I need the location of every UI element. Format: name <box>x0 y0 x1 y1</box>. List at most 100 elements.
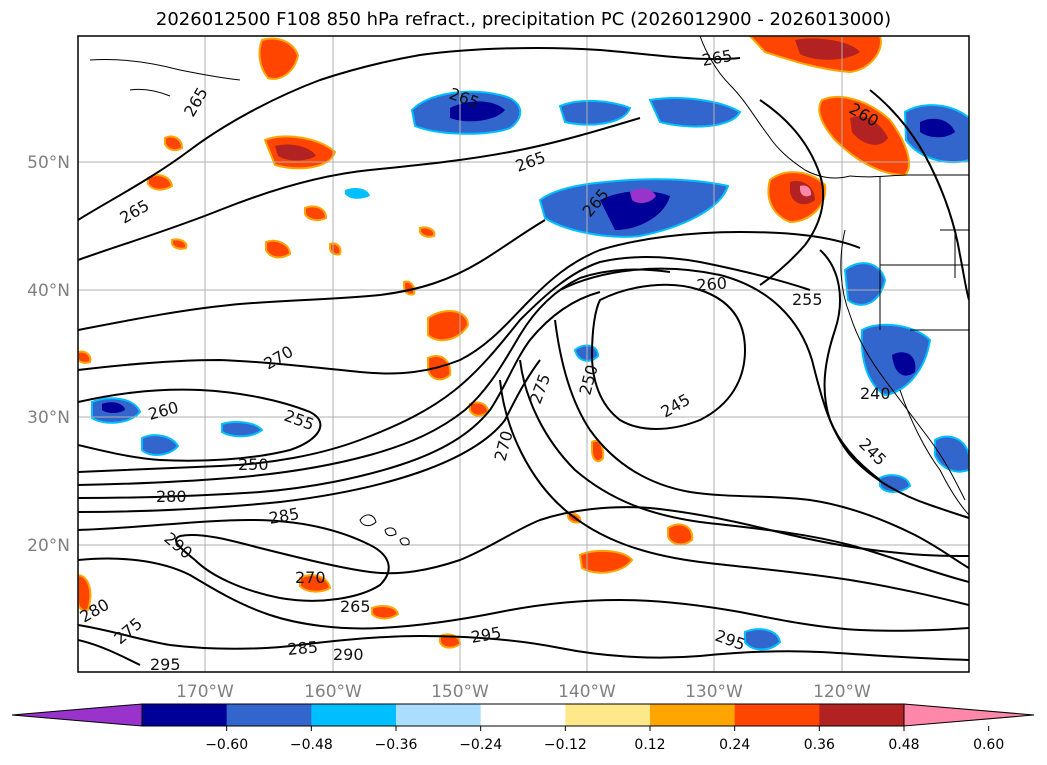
colorbar-tick-label: 0.60 <box>973 737 1004 753</box>
precip-blob <box>469 401 490 417</box>
precip-blob <box>800 185 812 197</box>
contour-line <box>590 283 747 430</box>
coastline-us-west <box>849 174 969 178</box>
contour-line <box>559 267 969 519</box>
colorbar-tick-label: 0.48 <box>888 737 919 753</box>
contour-line <box>175 506 969 575</box>
precip-blob <box>427 309 470 342</box>
lon-label-170w: 170°W <box>176 682 234 702</box>
contour-line <box>78 268 671 486</box>
hawaii-islands <box>359 514 410 546</box>
colorbar-segment <box>480 704 566 726</box>
colorbar-outline <box>141 703 905 727</box>
colorbar-extend-max <box>903 703 1035 727</box>
contour-label: 260 <box>696 273 728 295</box>
lon-label-150w: 150°W <box>431 682 489 702</box>
contour-line <box>78 557 969 632</box>
precip-blob <box>630 188 656 204</box>
colorbar-tick-label: −0.36 <box>375 737 418 753</box>
precip-blob <box>299 574 332 593</box>
precip-blob <box>258 37 300 80</box>
colorbar-tick-label: 0.12 <box>634 737 665 753</box>
coastlines <box>89 36 969 546</box>
contour-line <box>499 379 969 606</box>
precip-blob <box>102 402 125 413</box>
contour-label: 285 <box>287 637 319 659</box>
precip-blob <box>419 226 436 238</box>
aleutian-islands <box>89 59 241 97</box>
lat-label-50n: 50°N <box>27 153 70 173</box>
colorbar-segment <box>650 704 736 726</box>
precip-blob <box>265 239 292 259</box>
contour-line <box>78 117 641 261</box>
precip-blob <box>147 174 174 191</box>
precip-blob <box>345 188 370 199</box>
precip-blob <box>920 118 955 138</box>
precip-blob <box>850 116 888 145</box>
colorbar-tick-label: 0.36 <box>804 737 835 753</box>
colorbar-segment <box>142 704 228 726</box>
precip-blob <box>141 434 180 456</box>
colorbar-segment <box>565 704 651 726</box>
colorbar-tick-label: −0.24 <box>459 737 502 753</box>
precip-blob <box>648 97 742 128</box>
lon-label-160w: 160°W <box>304 682 362 702</box>
colorbar-segment <box>396 704 482 726</box>
precip-blob <box>795 38 860 60</box>
map-gridlines <box>78 36 969 672</box>
contour-label: 295 <box>150 655 181 674</box>
lat-label-20n: 20°N <box>27 536 70 556</box>
coastline-alaska <box>699 36 851 179</box>
map-border <box>77 35 970 673</box>
precip-blob <box>558 99 632 126</box>
contour-label: 240 <box>860 384 891 403</box>
contour-line <box>78 219 546 331</box>
lon-label-120w: 120°W <box>813 682 871 702</box>
us-state-borders <box>879 176 969 331</box>
contour-line <box>554 319 969 569</box>
contour-line <box>78 291 601 499</box>
contour-label: 280 <box>156 487 187 506</box>
colorbar-segment <box>226 704 312 726</box>
contour-line <box>78 230 861 375</box>
precip-blob <box>892 352 916 376</box>
coastline-california <box>840 229 966 501</box>
lon-label-130w: 130°W <box>685 682 743 702</box>
colorbar-segment <box>734 704 820 726</box>
refractivity-contours <box>78 46 969 666</box>
precip-blob <box>667 523 694 546</box>
precip-blob <box>304 205 328 222</box>
latitude-labels: 50°N 40°N 30°N 20°N <box>27 153 70 556</box>
precip-blob <box>879 474 912 493</box>
map-frame-background <box>78 36 969 672</box>
contour-line <box>78 388 322 462</box>
precip-blob <box>329 242 342 256</box>
precip-blob <box>578 549 634 574</box>
precip-blob <box>371 605 400 620</box>
lon-label-140w: 140°W <box>558 682 616 702</box>
longitude-labels: 170°W 160°W 150°W 140°W 130°W 120°W <box>176 682 871 702</box>
contour-label: 255 <box>792 290 823 309</box>
precipitation-shading <box>78 36 969 651</box>
precip-blob <box>591 439 605 463</box>
contour-line <box>78 639 141 666</box>
precip-blob <box>221 421 264 438</box>
contour-label: 265 <box>340 597 371 616</box>
precip-blob <box>744 628 782 651</box>
precip-blob <box>275 144 316 161</box>
contour-label: 250 <box>238 455 269 474</box>
contour-line <box>759 99 825 286</box>
precip-blob <box>600 191 670 230</box>
precip-blob <box>843 262 887 306</box>
contour-line <box>78 624 969 661</box>
contour-line <box>78 256 811 473</box>
precip-blob <box>934 435 969 473</box>
colorbar-tick-label: −0.48 <box>290 737 333 753</box>
coastline-baja <box>899 389 969 516</box>
colorbar: −0.60 −0.48 −0.36 −0.24 −0.12 0.12 0.24 0.36 0.4… <box>11 703 1035 753</box>
contour-label: 290 <box>333 645 364 664</box>
precip-blob <box>450 101 505 122</box>
precip-blob <box>164 135 184 152</box>
colorbar-tick-label: −0.60 <box>205 737 248 753</box>
